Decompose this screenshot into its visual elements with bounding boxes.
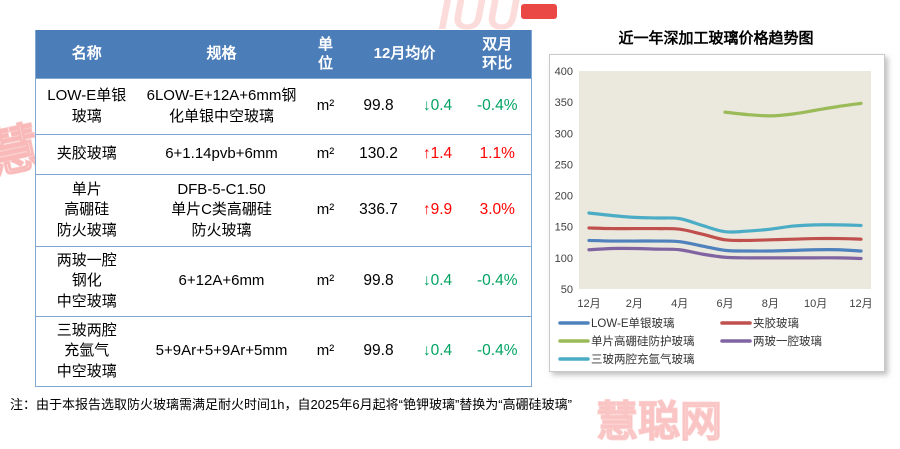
legend-label: 单片高硼硅防护玻璃 (591, 334, 695, 348)
cell-price: 336.7 (345, 174, 412, 247)
up-arrow-icon: ↑ (422, 201, 431, 219)
series-line (587, 246, 863, 261)
y-tick-label: 250 (555, 159, 573, 171)
cell-spec: DFB-5-C1.50 单片C类高硼硅 防火玻璃 (137, 174, 306, 247)
y-tick-label: 400 (555, 66, 573, 78)
cell-mom: -0.4% (463, 78, 532, 135)
cell-change: ↑9.9 (411, 174, 464, 247)
y-tick-label: 200 (555, 191, 573, 203)
series-line (587, 226, 863, 243)
series-line (587, 238, 863, 253)
legend-label: 三玻两腔充氩气玻璃 (591, 352, 695, 366)
x-tick-label: 10月 (804, 298, 827, 310)
watermark-top-block (521, 4, 557, 19)
y-tick-label: 100 (555, 253, 573, 265)
down-arrow-icon: ↓ (422, 342, 431, 360)
cell-spec: 6+12A+6mm (137, 246, 306, 317)
table-row: 两玻一腔 钢化 中空玻璃 6+12A+6mm m² 99.8 ↓0.4 -0.4% (35, 246, 532, 317)
cell-mom: -0.4% (463, 316, 532, 387)
table-row: 单片 高硼硅 防火玻璃 DFB-5-C1.50 单片C类高硼硅 防火玻璃 m² 336… (35, 174, 532, 247)
x-tick-label: 8月 (762, 298, 779, 310)
cell-spec: 5+9Ar+5+9Ar+5mm (137, 316, 306, 387)
price-table: 名称 规格 单 位 12月均价 双月 环比 LOW-E单银 玻璃 6LOW-E+1… (35, 30, 532, 387)
cell-unit: m² (305, 78, 346, 135)
series-line (587, 211, 863, 234)
report-canvas: { "watermark": { "top_text": "IUU", "lef… (0, 0, 885, 446)
col-header-mom: 双月 环比 (463, 30, 532, 79)
down-arrow-icon: ↓ (422, 97, 431, 115)
x-tick-label: 12月 (849, 298, 872, 310)
col-header-spec: 规格 (137, 30, 306, 79)
x-tick-label: 6月 (716, 298, 733, 310)
cell-name: 三玻两腔 充氩气 中空玻璃 (35, 316, 138, 387)
chart-title: 近一年深加工玻璃价格趋势图 (618, 30, 814, 47)
down-arrow-icon: ↓ (422, 272, 431, 290)
cell-unit: m² (305, 134, 346, 175)
footnote: 注：由于本报告选取防火玻璃需满足耐火时间1h，自2025年6月起将“铯钾玻璃”替… (10, 397, 572, 412)
cell-change: ↓0.4 (411, 316, 464, 387)
cell-spec: 6+1.14pvb+6mm (137, 134, 306, 175)
cell-mom: 1.1% (463, 134, 532, 175)
y-tick-label: 150 (555, 222, 573, 234)
x-tick-label: 4月 (671, 298, 688, 310)
cell-price: 99.8 (345, 316, 412, 387)
table-row: LOW-E单银 玻璃 6LOW-E+12A+6mm钢 化单银中空玻璃 m² 99.8 ↓… (35, 78, 532, 135)
plot-area (579, 71, 871, 289)
legend-label: 两玻一腔玻璃 (753, 334, 822, 348)
cell-change: ↑1.4 (411, 134, 464, 175)
cell-name: LOW-E单银 玻璃 (35, 78, 138, 135)
table-row: 夹胶玻璃 6+1.14pvb+6mm m² 130.2 ↑1.4 1.1% (35, 134, 532, 175)
cell-price: 99.8 (345, 246, 412, 317)
x-tick-label: 2月 (626, 298, 643, 310)
table-row: 三玻两腔 充氩气 中空玻璃 5+9Ar+5+9Ar+5mm m² 99.8 ↓0.4 -0… (35, 316, 532, 387)
chart-card: 400 350 300 250 200 150 100 50 12月 2月 4月 6月 8月 10月 12月… (549, 54, 885, 372)
watermark-bottom: 慧聪网 (595, 397, 723, 446)
up-arrow-icon: ↑ (422, 145, 431, 163)
cell-unit: m² (305, 316, 346, 387)
y-tick-label: 350 (555, 97, 573, 109)
legend-label: 夹胶玻璃 (753, 316, 799, 330)
cell-price: 130.2 (345, 134, 412, 175)
series-line (723, 101, 863, 118)
legend-label: LOW-E单银玻璃 (591, 316, 675, 330)
x-tick-label: 12月 (577, 298, 600, 310)
cell-unit: m² (305, 246, 346, 317)
trend-chart: 400 350 300 250 200 150 100 50 12月 2月 4月 6月 8月 10月 12月… (555, 66, 873, 366)
cell-change: ↓0.4 (411, 78, 464, 135)
cell-change: ↓0.4 (411, 246, 464, 317)
cell-name: 夹胶玻璃 (35, 134, 138, 175)
cell-name: 单片 高硼硅 防火玻璃 (35, 174, 138, 247)
cell-name: 两玻一腔 钢化 中空玻璃 (35, 246, 138, 317)
col-header-name: 名称 (35, 30, 138, 79)
y-tick-label: 50 (561, 284, 573, 296)
col-header-price: 12月均价 (345, 30, 464, 79)
cell-mom: -0.4% (463, 246, 532, 317)
cell-price: 99.8 (345, 78, 412, 135)
price-table-wrap: 名称 规格 单 位 12月均价 双月 环比 LOW-E单银 玻璃 6LOW-E+1… (35, 30, 532, 387)
cell-mom: 3.0% (463, 174, 532, 247)
cell-spec: 6LOW-E+12A+6mm钢 化单银中空玻璃 (137, 78, 306, 135)
col-header-unit: 单 位 (305, 30, 346, 79)
table-header-row: 名称 规格 单 位 12月均价 双月 环比 (35, 30, 532, 79)
y-tick-label: 300 (555, 128, 573, 140)
cell-unit: m² (305, 174, 346, 247)
